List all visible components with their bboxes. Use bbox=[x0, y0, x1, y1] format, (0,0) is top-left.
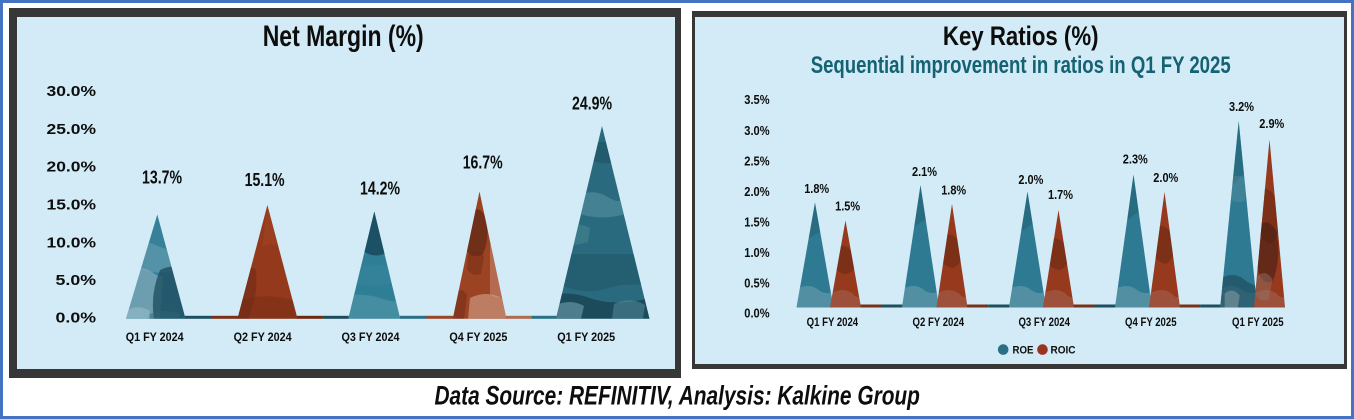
svg-text:24.9%: 24.9% bbox=[572, 94, 612, 114]
svg-text:0.5%: 0.5% bbox=[744, 277, 769, 291]
svg-text:Sequential improvement in rati: Sequential improvement in ratios in Q1 F… bbox=[811, 52, 1231, 79]
svg-text:25.0%: 25.0% bbox=[47, 121, 97, 138]
svg-text:3.0%: 3.0% bbox=[744, 124, 769, 138]
svg-text:2.0%: 2.0% bbox=[1018, 173, 1043, 187]
svg-text:2.0%: 2.0% bbox=[1153, 171, 1178, 185]
svg-text:16.7%: 16.7% bbox=[463, 153, 503, 173]
svg-text:1.8%: 1.8% bbox=[941, 184, 966, 198]
svg-text:Q4 FY 2025: Q4 FY 2025 bbox=[449, 330, 507, 344]
svg-text:2.0%: 2.0% bbox=[744, 185, 769, 199]
svg-text:Q1 FY 2024: Q1 FY 2024 bbox=[126, 330, 184, 344]
svg-text:Q3 FY 2024: Q3 FY 2024 bbox=[1018, 315, 1070, 329]
svg-text:Q1 FY 2025: Q1 FY 2025 bbox=[1232, 315, 1284, 329]
svg-text:Q2 FY 2024: Q2 FY 2024 bbox=[913, 315, 965, 329]
svg-text:2.3%: 2.3% bbox=[1123, 153, 1148, 167]
svg-text:3.5%: 3.5% bbox=[744, 93, 769, 107]
svg-text:10.0%: 10.0% bbox=[47, 234, 97, 251]
svg-text:0.0%: 0.0% bbox=[56, 309, 97, 326]
svg-text:1.0%: 1.0% bbox=[744, 246, 769, 260]
svg-text:Data Source: REFINITIV, Analys: Data Source: REFINITIV, Analysis: Kalkin… bbox=[434, 381, 920, 411]
svg-text:2.1%: 2.1% bbox=[912, 165, 937, 179]
svg-text:Q3 FY 2024: Q3 FY 2024 bbox=[342, 330, 400, 344]
svg-text:1.8%: 1.8% bbox=[804, 182, 829, 196]
svg-text:ROE: ROE bbox=[1013, 344, 1034, 356]
svg-text:Q1 FY 2025: Q1 FY 2025 bbox=[557, 330, 615, 344]
svg-text:Q4 FY 2025: Q4 FY 2025 bbox=[1125, 315, 1177, 329]
svg-text:1.5%: 1.5% bbox=[835, 200, 860, 214]
svg-text:ROIC: ROIC bbox=[1051, 344, 1076, 356]
svg-text:Q1 FY 2024: Q1 FY 2024 bbox=[807, 315, 859, 329]
svg-text:5.0%: 5.0% bbox=[56, 272, 97, 289]
svg-text:1.5%: 1.5% bbox=[744, 216, 769, 230]
svg-text:2.5%: 2.5% bbox=[744, 155, 769, 169]
svg-text:Key Ratios (%): Key Ratios (%) bbox=[943, 21, 1099, 51]
svg-text:3.2%: 3.2% bbox=[1229, 100, 1254, 114]
svg-text:13.7%: 13.7% bbox=[142, 167, 182, 187]
svg-text:0.0%: 0.0% bbox=[744, 307, 769, 321]
svg-text:Q2 FY 2024: Q2 FY 2024 bbox=[234, 330, 292, 344]
svg-text:15.1%: 15.1% bbox=[245, 170, 285, 190]
svg-text:30.0%: 30.0% bbox=[47, 83, 97, 100]
svg-text:1.7%: 1.7% bbox=[1048, 188, 1073, 202]
svg-text:2.9%: 2.9% bbox=[1259, 117, 1284, 131]
svg-text:15.0%: 15.0% bbox=[47, 196, 97, 213]
svg-text:14.2%: 14.2% bbox=[360, 179, 400, 199]
svg-text:Net Margin (%): Net Margin (%) bbox=[263, 20, 424, 53]
svg-text:20.0%: 20.0% bbox=[47, 158, 97, 175]
